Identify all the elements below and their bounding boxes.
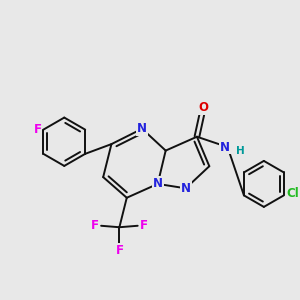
Text: N: N [181,182,191,195]
Text: N: N [220,141,230,154]
Text: F: F [116,244,123,257]
Text: N: N [137,122,147,135]
Text: N: N [153,177,163,190]
Text: Cl: Cl [286,188,299,200]
Text: F: F [140,219,148,232]
Text: F: F [91,219,99,232]
Text: H: H [236,146,244,157]
Text: O: O [198,101,208,114]
Text: F: F [33,123,41,136]
